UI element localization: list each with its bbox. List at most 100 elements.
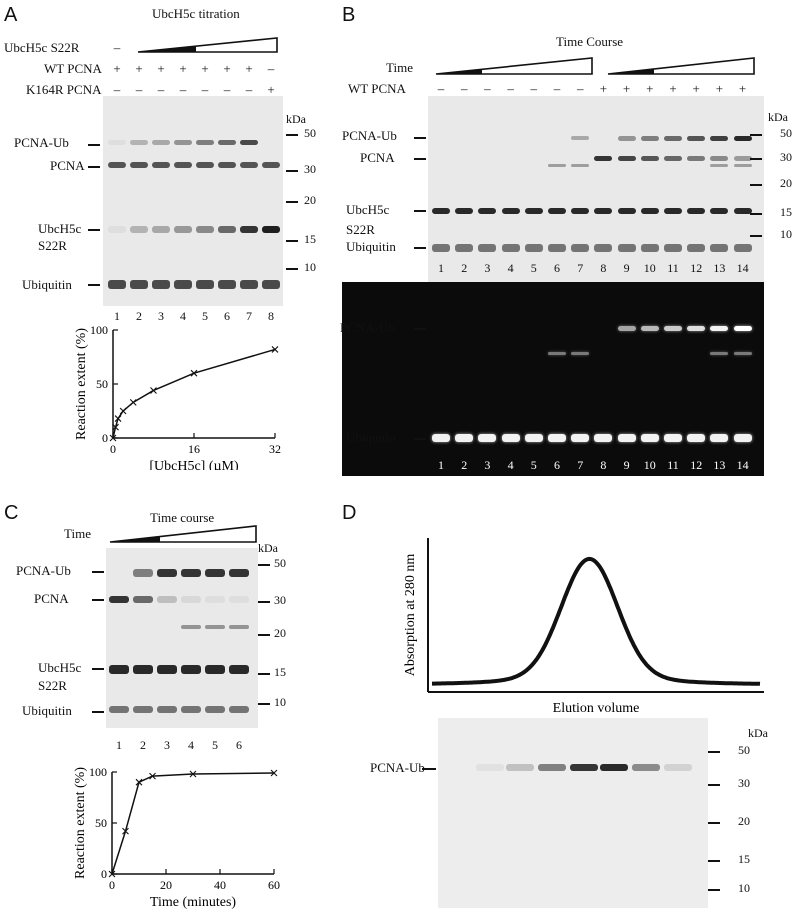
marker-a-tick <box>286 170 298 172</box>
lane-number-b-fluor: 3 <box>484 458 491 472</box>
pointer-a-1 <box>88 144 100 146</box>
chart-a: 0 50 100 0 16 32 [UbcH5c] (µM) Reaction extent … <box>74 323 281 470</box>
band-pcna-b <box>617 156 636 161</box>
marker-d-tick <box>708 860 720 862</box>
marker-d-label: 10 <box>738 881 750 895</box>
pointer-d-1 <box>422 768 436 770</box>
lane-number-a: 7 <box>246 309 252 323</box>
pointer-c-4 <box>92 711 104 713</box>
row-label-k164r-pcna: K164R PCNA <box>26 82 102 97</box>
band-pcna-ub-d <box>632 764 660 771</box>
band-ubiquitin-c <box>229 706 249 713</box>
band-pcna-ub-b <box>664 136 682 141</box>
label-ubch5c-b: UbcH5c <box>346 202 390 217</box>
marker-c-label: 50 <box>274 556 286 570</box>
marker-a-tick <box>286 201 298 203</box>
x-tick-label: 60 <box>268 878 280 892</box>
time-course-title-c: Time course <box>150 510 215 525</box>
label-ubch5c-c: UbcH5c <box>38 660 82 675</box>
band-ubch5c-b <box>478 208 497 214</box>
band-ubch5c-b <box>617 208 636 214</box>
marker-b-label: 10 <box>780 227 792 241</box>
glow-pcna-ub-b <box>617 326 636 331</box>
lane-number-b: 8 <box>600 261 607 275</box>
band-pcna-ub-d <box>476 764 504 771</box>
band-ubch5c-b <box>548 208 566 214</box>
band-pcna-ub-c <box>229 569 249 577</box>
band-pcna-ub-d <box>506 764 534 771</box>
band-ubiquitin-c <box>205 706 225 713</box>
band-pcna-ub-a <box>152 140 170 145</box>
band-mid-b <box>548 164 566 167</box>
band-pcna-b <box>710 156 729 161</box>
label-ubch5c-a: UbcH5c <box>38 221 82 236</box>
band-ubch5c-c <box>109 665 129 674</box>
data-point <box>108 870 116 878</box>
band-ubiquitin-b <box>733 244 752 252</box>
band-ubch5c-b <box>640 208 659 214</box>
marker-d-tick <box>708 822 720 824</box>
band-ubiquitin-b <box>501 244 520 252</box>
glow-ubiquitin-b <box>594 434 613 442</box>
band-pcna-ub-d <box>664 764 692 771</box>
glow-pcna-ub-b <box>733 326 752 331</box>
band-ubch5c-c <box>157 665 177 674</box>
marker-c-tick <box>258 673 270 675</box>
band-ubch5c-b <box>664 208 682 214</box>
x-tick-label: 32 <box>269 442 281 456</box>
band-ubch5c-b <box>571 208 590 214</box>
y-tick-label: 100 <box>90 323 108 337</box>
lane-number-b-fluor: 5 <box>530 458 537 472</box>
data-point <box>112 423 119 431</box>
glow-pcna-ub-b <box>664 326 682 331</box>
band-pcna-ub-b <box>571 136 590 140</box>
band-ubch5c-b <box>687 208 706 214</box>
marker-b-label: 50 <box>780 126 792 140</box>
row-label-time-c: Time <box>64 526 91 541</box>
data-point <box>129 398 137 406</box>
x-axis-label-d: Elution volume <box>553 701 640 716</box>
marker-b-label: 30 <box>780 150 792 164</box>
lane-number-b-fluor: 12 <box>690 458 703 472</box>
data-point <box>271 346 279 353</box>
chart-d: Absorption at 280 nm Elution volume <box>403 538 764 716</box>
lane-number-b: 7 <box>577 261 584 275</box>
label-pcna-b: PCNA <box>360 150 395 165</box>
marker-d-tick <box>708 784 720 786</box>
band-pcna-ub-a <box>130 140 148 145</box>
lane-number-b-fluor: 4 <box>507 458 514 472</box>
band-ubch5c-b <box>710 208 729 214</box>
lane-number-b: 14 <box>736 261 749 275</box>
lane-number-b-fluor: 13 <box>713 458 726 472</box>
band-ubch5c-b <box>733 208 752 214</box>
band-pcna-ub-d <box>570 764 598 771</box>
lane-number-a: 1 <box>114 309 120 323</box>
sign-b: – <box>576 81 584 96</box>
band-ubiquitin-a <box>130 280 148 289</box>
y-tick-label: 0 <box>101 867 107 881</box>
y-tick-label: 0 <box>102 431 108 445</box>
lane-number-b: 6 <box>554 261 560 275</box>
label-s22r-a: S22R <box>38 238 67 253</box>
kda-label-b: kDa <box>768 110 788 124</box>
band-ubiquitin-a <box>240 280 258 289</box>
sign-b: – <box>530 81 538 96</box>
marker-b-label: 15 <box>780 205 792 219</box>
band-pcna-c <box>109 596 129 603</box>
time-wedge-c <box>109 525 257 543</box>
glow-mid-b <box>548 352 566 355</box>
band-ubiquitin-a <box>262 280 280 289</box>
pointer-a-2 <box>88 166 100 168</box>
data-point <box>270 769 278 777</box>
marker-b-tick <box>750 184 762 186</box>
lane-number-b-fluor: 14 <box>736 458 749 472</box>
sign-b: – <box>437 81 445 96</box>
label-s22r-c: S22R <box>38 678 67 693</box>
sign-a: + <box>245 61 253 76</box>
label-pcna-ub-b-fluor: PCNA-Ub <box>340 320 395 335</box>
lane-number-b-fluor: 1 <box>438 458 444 472</box>
y-tick-label: 50 <box>95 816 107 830</box>
band-pcna-c <box>181 596 201 603</box>
band-ubiquitin-b <box>571 244 590 252</box>
band-pcna-ub-b <box>687 136 706 141</box>
